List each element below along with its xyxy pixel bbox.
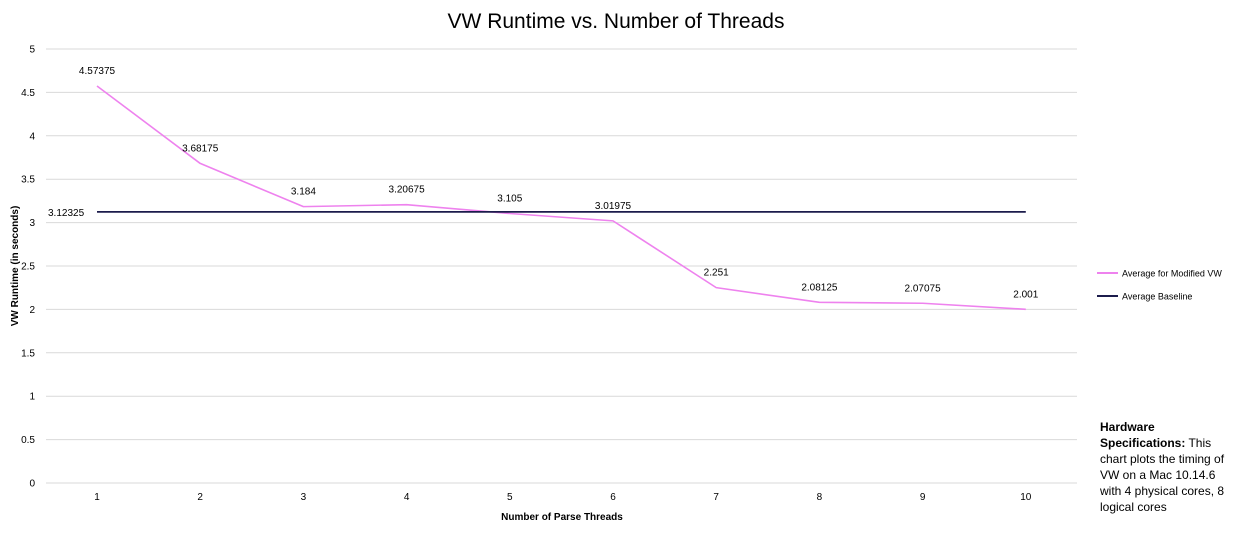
data-label-modified: 3.20675 bbox=[389, 185, 426, 196]
x-tick-label: 2 bbox=[197, 492, 203, 503]
y-tick-label: 2 bbox=[29, 305, 35, 316]
y-axis-ticks: 0 0.5 1 1.5 2 2.5 3 3.5 4 4.5 5 bbox=[21, 45, 35, 490]
y-axis-label: VW Runtime (in seconds) bbox=[10, 206, 21, 327]
x-tick-label: 4 bbox=[404, 492, 410, 503]
data-label-modified: 3.105 bbox=[497, 193, 522, 204]
data-label-modified: 3.184 bbox=[291, 187, 316, 198]
legend-label-baseline: Average Baseline bbox=[1122, 292, 1192, 302]
data-label-modified: 4.57375 bbox=[79, 66, 116, 77]
legend-label-modified: Average for Modified VW bbox=[1122, 269, 1222, 279]
y-tick-label: 1 bbox=[29, 392, 35, 403]
y-tick-label: 4 bbox=[29, 131, 35, 142]
legend: Average for Modified VW Average Baseline bbox=[1097, 269, 1222, 302]
data-labels: 4.57375 3.68175 3.184 3.20675 3.105 3.01975 2.… bbox=[48, 66, 1039, 300]
x-tick-label: 1 bbox=[94, 492, 100, 503]
x-tick-label: 7 bbox=[713, 492, 719, 503]
y-tick-label: 5 bbox=[29, 45, 35, 56]
y-tick-label: 1.5 bbox=[21, 348, 35, 359]
x-tick-label: 3 bbox=[301, 492, 307, 503]
x-tick-label: 8 bbox=[817, 492, 823, 503]
note-body: This chart plots the timing of VW on a M… bbox=[1100, 436, 1225, 514]
y-tick-label: 3.5 bbox=[21, 175, 35, 186]
modified-vw-line bbox=[96, 85, 1026, 311]
chart-title: VW Runtime vs. Number of Threads bbox=[448, 10, 785, 33]
x-tick-label: 6 bbox=[610, 492, 616, 503]
y-tick-label: 3 bbox=[29, 218, 35, 229]
y-tick-label: 0.5 bbox=[21, 435, 35, 446]
y-tick-label: 2.5 bbox=[21, 262, 35, 273]
data-label-modified: 2.07075 bbox=[905, 283, 942, 294]
data-label-modified: 2.08125 bbox=[801, 282, 838, 293]
series-lines bbox=[96, 85, 1026, 311]
data-label-modified: 2.251 bbox=[704, 268, 729, 279]
y-tick-label: 4.5 bbox=[21, 88, 35, 99]
data-label-modified: 3.01975 bbox=[595, 201, 632, 212]
data-label-baseline: 3.12325 bbox=[48, 208, 85, 219]
y-tick-label: 0 bbox=[29, 479, 35, 490]
x-tick-label: 5 bbox=[507, 492, 513, 503]
x-tick-label: 10 bbox=[1020, 492, 1032, 503]
x-axis-ticks: 1 2 3 4 5 6 7 8 9 10 bbox=[94, 492, 1032, 503]
x-tick-label: 9 bbox=[920, 492, 926, 503]
x-axis-label: Number of Parse Threads bbox=[501, 512, 623, 523]
grid-lines bbox=[46, 48, 1077, 484]
hardware-specifications-note: Hardware Specifications: This chart plot… bbox=[1100, 419, 1230, 515]
data-label-modified: 3.68175 bbox=[182, 143, 219, 154]
note-heading: Hardware Specifications: bbox=[1100, 420, 1186, 450]
data-label-modified: 2.001 bbox=[1013, 289, 1038, 300]
